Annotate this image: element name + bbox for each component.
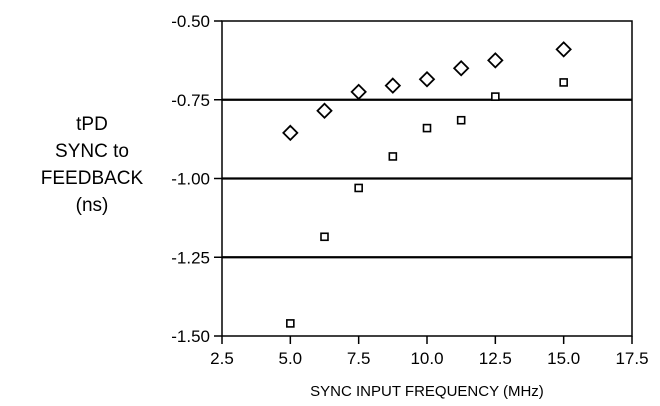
x-axis-title: SYNC INPUT FREQUENCY (MHz) (310, 383, 544, 400)
x-axis: 2.5 5.0 7.5 10.0 12.5 15.0 17.5 (210, 336, 649, 368)
x-tick-label: 15.0 (547, 349, 580, 368)
y-axis-title-line-4: (ns) (76, 195, 109, 216)
diamond-point (350, 83, 367, 101)
diamond-point (487, 52, 504, 69)
x-tick-label: 5.0 (279, 349, 303, 368)
diamond-point (384, 77, 402, 94)
square-point (456, 115, 466, 125)
square-point (388, 152, 398, 161)
y-axis-title-line-1: tPD (76, 114, 108, 135)
y-tick-label: -0.50 (171, 12, 210, 31)
square-point (354, 183, 363, 193)
x-tick-label: 12.5 (479, 349, 512, 368)
y-axis-title-line-2: SYNC to (55, 141, 129, 162)
x-tick-label: 10.0 (410, 349, 443, 368)
diamond-point (316, 102, 333, 120)
y-axis-title: tPD SYNC to FEEDBACK (ns) (41, 114, 144, 216)
square-point (286, 319, 295, 328)
x-tick-label: 7.5 (347, 349, 371, 368)
diamond-point (282, 124, 299, 142)
y-tick-label: -1.25 (171, 248, 210, 267)
square-point (559, 78, 568, 87)
y-tick-label: -1.00 (171, 170, 210, 189)
diamond-point (555, 41, 572, 58)
x-tick-label: 2.5 (210, 349, 234, 368)
series-diamond-markers (282, 41, 572, 142)
series-square-markers (286, 78, 568, 328)
y-axis: -0.50 -0.75 -1.00 -1.25 -1.50 (171, 12, 222, 346)
square-point (422, 123, 432, 133)
diamond-point (418, 71, 436, 88)
y-tick-label: -0.75 (171, 91, 210, 110)
x-tick-label: 17.5 (615, 349, 648, 368)
gridlines (222, 98, 632, 259)
y-tick-label: -1.50 (171, 327, 210, 346)
square-point (491, 92, 500, 101)
diamond-point (452, 59, 470, 77)
square-point (320, 232, 329, 242)
y-axis-title-line-3: FEEDBACK (41, 168, 144, 189)
